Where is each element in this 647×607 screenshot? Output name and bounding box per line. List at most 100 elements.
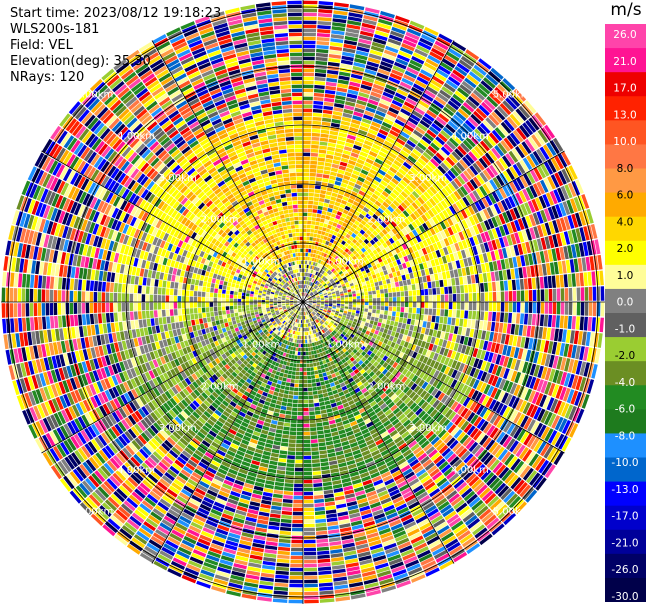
range-gate (289, 579, 303, 584)
range-gate (319, 309, 323, 312)
range-gate (326, 73, 338, 79)
range-gate (537, 224, 544, 238)
range-gate (365, 229, 372, 236)
range-gate (529, 169, 539, 183)
range-gate (318, 578, 333, 583)
range-gate (473, 368, 480, 379)
range-gate (303, 4, 318, 9)
range-gate (325, 81, 337, 87)
range-gate (269, 386, 276, 391)
range-gate (352, 354, 358, 360)
range-gate (518, 190, 527, 203)
range-gate (544, 354, 551, 367)
range-gate (332, 306, 336, 309)
range-gate (495, 504, 508, 517)
range-gate (428, 449, 438, 458)
range-gate (399, 212, 407, 220)
range-gate (457, 505, 470, 517)
range-gate (403, 341, 409, 348)
range-gate (349, 326, 355, 331)
range-gate (517, 231, 525, 243)
range-gate (380, 147, 390, 155)
range-gate (303, 160, 310, 165)
range-gate (418, 347, 424, 355)
range-gate (360, 169, 369, 176)
range-gate (483, 454, 494, 466)
range-gate (422, 92, 434, 102)
range-gate (492, 281, 497, 292)
range-gate (326, 211, 332, 217)
range-gate (303, 232, 307, 237)
range-gate (346, 268, 351, 273)
range-gate (391, 163, 400, 171)
range-gate (456, 161, 466, 172)
range-gate (364, 110, 375, 117)
range-gate (488, 399, 497, 410)
range-gate (498, 187, 507, 199)
range-gate (411, 190, 420, 199)
range-gate (424, 308, 429, 315)
range-gate (317, 209, 322, 214)
range-gate (459, 84, 472, 95)
range-gate (369, 346, 375, 352)
range-gate (459, 395, 467, 405)
range-gate (315, 68, 327, 74)
range-gate (451, 369, 458, 379)
range-gate (489, 92, 502, 105)
range-gate (304, 587, 319, 592)
range-gate (365, 384, 372, 391)
range-gate (368, 302, 373, 306)
range-gate (347, 211, 354, 217)
range-gate (348, 291, 352, 295)
range-gate (328, 297, 333, 300)
range-gate (360, 298, 365, 302)
range-gate (344, 294, 349, 298)
range-gate (332, 308, 336, 311)
range-gate (279, 454, 287, 459)
range-gate (294, 471, 303, 476)
range-gate (283, 491, 294, 496)
range-gate (354, 316, 359, 320)
range-gate (394, 436, 403, 444)
range-gate (520, 203, 528, 216)
range-gate (450, 180, 459, 190)
range-gate (372, 367, 379, 374)
range-gate (311, 312, 314, 316)
range-gate (316, 313, 320, 317)
range-gate (372, 161, 382, 169)
range-gate (464, 346, 471, 355)
range-gate (330, 122, 340, 128)
range-gate (415, 161, 424, 170)
range-gate (315, 294, 319, 297)
range-gate (441, 187, 450, 197)
range-gate (430, 452, 441, 462)
range-gate (318, 442, 326, 447)
range-gate (430, 259, 436, 267)
range-gate (487, 374, 495, 385)
range-gate (339, 350, 345, 355)
range-gate (453, 342, 459, 352)
range-gate (321, 121, 331, 127)
range-gate (392, 292, 397, 297)
range-gate (352, 170, 360, 176)
range-gate (359, 172, 367, 179)
range-gate (293, 495, 303, 500)
range-gate (353, 263, 358, 268)
range-gate (358, 38, 372, 45)
range-gate (450, 496, 463, 507)
range-gate (378, 129, 389, 136)
range-gate (359, 258, 365, 264)
range-gate (316, 530, 328, 535)
range-gate (335, 309, 340, 312)
range-gate (399, 312, 404, 318)
range-gate (515, 444, 526, 458)
range-gate (540, 410, 550, 424)
range-gate (403, 101, 415, 110)
range-gate (353, 368, 360, 375)
range-gate (351, 119, 361, 125)
range-gate (323, 271, 327, 276)
range-gate (468, 310, 473, 319)
range-gate (382, 279, 387, 285)
range-gate (459, 186, 469, 196)
range-gate (292, 523, 303, 528)
